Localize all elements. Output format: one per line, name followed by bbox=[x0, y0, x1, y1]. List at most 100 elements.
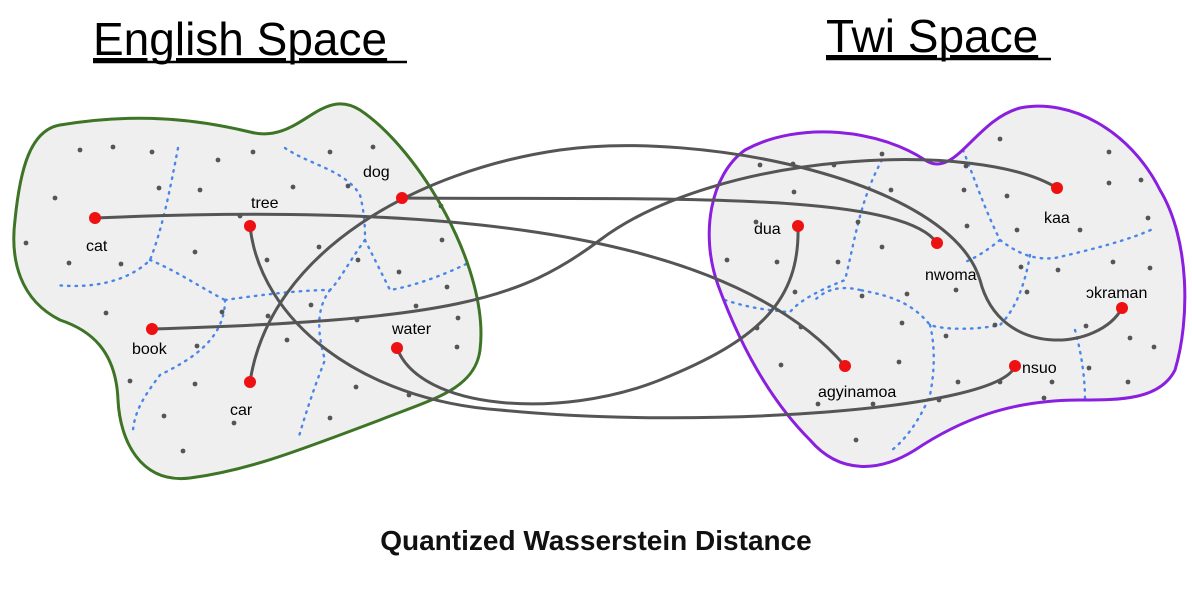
background-point bbox=[23, 240, 29, 246]
background-point bbox=[1004, 193, 1010, 199]
word-label-agyinamoa: agyinamoa bbox=[818, 384, 896, 401]
word-label-book: book bbox=[132, 341, 168, 358]
connector-dog-nwoma bbox=[400, 196, 939, 245]
word-label-kraman: ɔkraman bbox=[1086, 285, 1147, 302]
background-point bbox=[77, 147, 83, 153]
background-point bbox=[1041, 395, 1047, 401]
background-point bbox=[815, 401, 821, 407]
background-point bbox=[118, 261, 124, 267]
background-point bbox=[859, 293, 865, 299]
background-point bbox=[110, 144, 116, 150]
background-point bbox=[943, 333, 949, 339]
key-point-dua bbox=[792, 220, 804, 232]
background-point bbox=[192, 249, 198, 255]
key-point-water bbox=[391, 342, 403, 354]
background-point bbox=[413, 303, 419, 309]
background-point bbox=[1145, 215, 1151, 221]
background-point bbox=[835, 259, 841, 265]
background-point bbox=[896, 359, 902, 365]
word-label-dog: dog bbox=[363, 164, 390, 181]
background-point bbox=[792, 289, 798, 295]
background-point bbox=[879, 151, 885, 157]
word-label-water: water bbox=[391, 321, 432, 338]
connector-car-kraman bbox=[248, 144, 1124, 384]
background-point bbox=[855, 219, 861, 225]
background-point bbox=[853, 437, 859, 443]
twi-word-labels: dua kaa nwoma ɔkraman agyinamoa nsuo bbox=[754, 210, 1147, 401]
key-point-nwoma bbox=[931, 237, 943, 249]
background-point bbox=[992, 322, 998, 328]
background-point bbox=[194, 343, 200, 349]
background-point bbox=[1014, 227, 1020, 233]
background-point bbox=[955, 379, 961, 385]
word-label-tree: tree bbox=[251, 195, 279, 212]
background-point bbox=[1024, 289, 1030, 295]
background-point bbox=[963, 163, 969, 169]
key-point-kaa bbox=[1051, 182, 1063, 194]
background-point bbox=[370, 144, 376, 150]
background-point bbox=[192, 381, 198, 387]
english-voronoi-boundaries bbox=[53, 146, 472, 442]
word-label-nsuo: nsuo bbox=[1022, 360, 1057, 377]
twi-key-points bbox=[792, 182, 1128, 372]
background-point bbox=[1110, 259, 1116, 265]
twi-background-points bbox=[724, 136, 1157, 443]
background-point bbox=[264, 257, 270, 263]
background-point bbox=[1049, 379, 1055, 385]
english-space-title: English Space bbox=[93, 13, 387, 65]
background-point bbox=[791, 189, 797, 195]
background-point bbox=[161, 413, 167, 419]
background-point bbox=[66, 260, 72, 266]
key-point-cat bbox=[89, 212, 101, 224]
background-point bbox=[156, 185, 162, 191]
background-point bbox=[1106, 180, 1112, 186]
background-point bbox=[250, 149, 256, 155]
background-point bbox=[1138, 177, 1144, 183]
connector-cat-agyinamoa bbox=[93, 212, 847, 368]
background-point bbox=[103, 310, 109, 316]
background-point bbox=[724, 257, 730, 263]
background-point bbox=[953, 287, 959, 293]
background-point bbox=[1077, 227, 1083, 233]
word-label-kaa: kaa bbox=[1044, 210, 1070, 227]
key-point-tree bbox=[244, 220, 256, 232]
background-point bbox=[964, 223, 970, 229]
background-point bbox=[1106, 149, 1112, 155]
english-space-outline bbox=[12, 102, 483, 480]
background-point bbox=[888, 187, 894, 193]
background-point bbox=[1127, 335, 1133, 341]
background-point bbox=[52, 195, 58, 201]
background-point bbox=[870, 401, 876, 407]
background-point bbox=[444, 284, 450, 290]
background-point bbox=[1151, 344, 1157, 350]
background-point bbox=[327, 149, 333, 155]
background-point bbox=[757, 162, 763, 168]
background-point bbox=[997, 136, 1003, 142]
background-point bbox=[353, 384, 359, 390]
background-point bbox=[454, 344, 460, 350]
english-key-points bbox=[89, 192, 408, 388]
english-word-labels: cat tree dog book water car bbox=[86, 164, 432, 419]
background-point bbox=[345, 183, 351, 189]
twi-space-outline bbox=[707, 104, 1187, 468]
background-point bbox=[1086, 365, 1092, 371]
background-point bbox=[197, 187, 203, 193]
background-point bbox=[308, 302, 314, 308]
key-point-kraman bbox=[1116, 302, 1128, 314]
background-point bbox=[127, 378, 133, 384]
background-point bbox=[904, 291, 910, 297]
key-point-dog bbox=[396, 192, 408, 204]
background-point bbox=[961, 187, 967, 193]
background-point bbox=[327, 415, 333, 421]
key-point-agyinamoa bbox=[839, 360, 851, 372]
connector-book-kaa bbox=[150, 158, 1059, 331]
twi-space-region bbox=[709, 106, 1185, 467]
background-point bbox=[1147, 265, 1153, 271]
background-point bbox=[265, 313, 271, 319]
figure-caption: Quantized Wasserstein Distance bbox=[380, 525, 812, 556]
background-point bbox=[455, 315, 461, 321]
english-background-points bbox=[23, 144, 461, 454]
background-point bbox=[1055, 267, 1061, 273]
background-point bbox=[231, 420, 237, 426]
